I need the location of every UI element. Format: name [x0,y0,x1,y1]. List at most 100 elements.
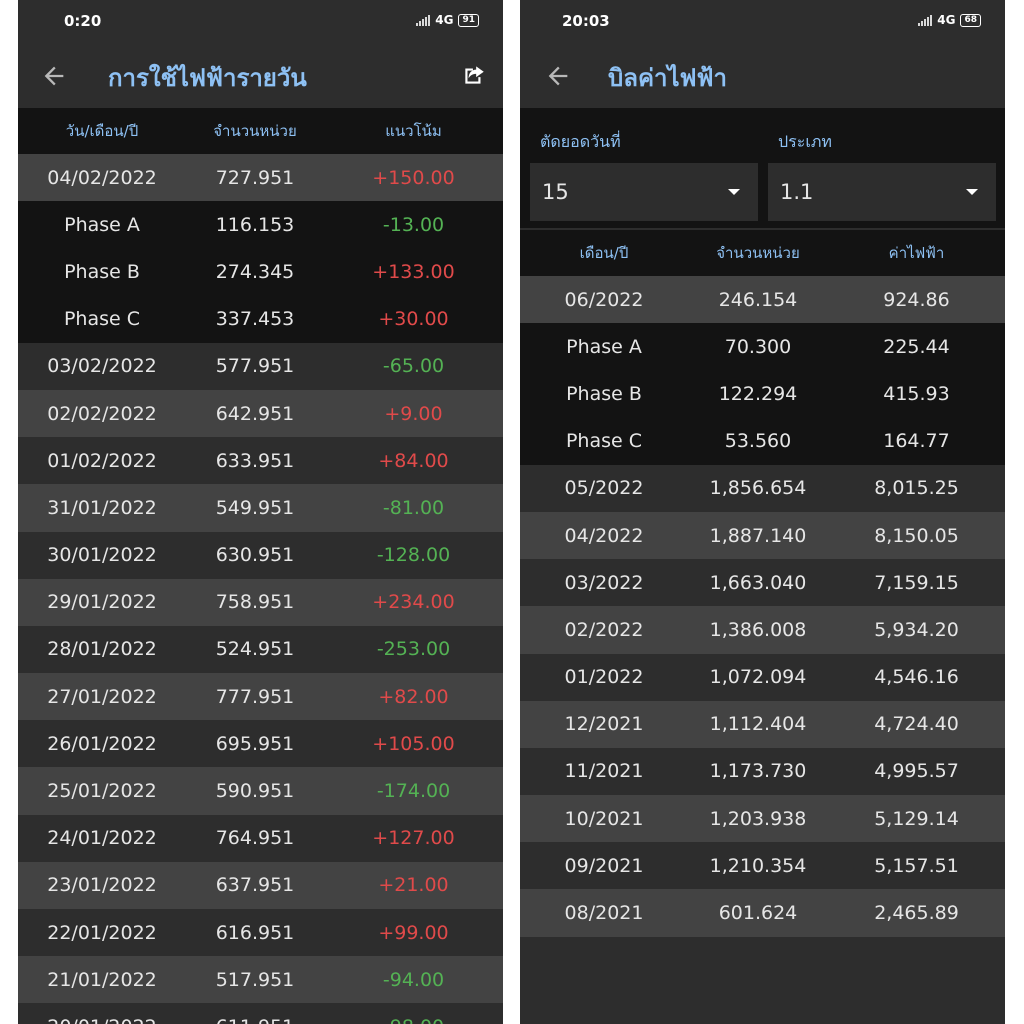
row-units: 633.951 [215,449,295,472]
table-body: 04/02/2022 727.951 +150.00 Phase A 116.153 -1… [18,154,503,1024]
row-units: 246.154 [718,288,798,311]
type-select[interactable]: 1.1 [768,163,996,221]
daily-usage-table: วัน/เดือน/ปี จำนวนหน่วย แนวโน้ม 04/02/20… [18,108,503,1024]
table-header: วัน/เดือน/ปี จำนวนหน่วย แนวโน้ม [18,108,503,154]
back-arrow-icon[interactable] [40,62,68,90]
row-label: 27/01/2022 [47,685,157,708]
row-trend: -65.00 [382,355,445,378]
row-units: 601.624 [718,902,798,925]
table-row[interactable]: 11/2021 1,173.730 4,995.57 [520,747,1005,796]
row-units: 549.951 [215,496,295,519]
table-row[interactable]: 06/2022 246.154 924.86 [520,276,1005,324]
table-row[interactable]: 02/02/2022 642.951 +9.00 [18,389,503,438]
column-header-date: วัน/เดือน/ปี [65,122,139,140]
row-units: 524.951 [215,638,295,661]
column-header-trend: แนวโน้ม [385,122,442,140]
table-row[interactable]: 05/2022 1,856.654 8,015.25 [520,464,1005,512]
network-type: 4G [435,13,454,27]
table-row[interactable]: 30/01/2022 630.951 -128.00 [18,531,503,579]
row-units: 764.951 [215,827,295,850]
table-row[interactable]: 03/02/2022 577.951 -65.00 [18,342,503,390]
row-units: 1,203.938 [709,807,807,830]
phase-row[interactable]: Phase B 122.294 415.93 [520,370,1005,418]
table-row[interactable]: 21/01/2022 517.951 -94.00 [18,956,503,1004]
phase-row[interactable]: Phase A 116.153 -13.00 [18,201,503,249]
dropdown-caret-icon [966,189,978,195]
table-row[interactable]: 08/2021 601.624 2,465.89 [520,889,1005,937]
row-label: 02/2022 [564,618,644,641]
row-cost: 415.93 [883,382,950,405]
table-row[interactable]: 01/2022 1,072.094 4,546.16 [520,653,1005,701]
row-units: 611.951 [186,1016,324,1024]
table-row[interactable]: 28/01/2022 524.951 -253.00 [18,625,503,674]
row-units: 630.951 [215,544,295,567]
table-row[interactable]: 31/01/2022 549.951 -81.00 [18,484,503,532]
column-header-month: เดือน/ปี [579,244,629,262]
table-row[interactable]: 22/01/2022 616.951 +99.00 [18,909,503,957]
share-icon[interactable] [461,62,487,88]
cutoff-day-select[interactable]: 15 [530,163,758,221]
row-label: 23/01/2022 [47,874,157,897]
table-row[interactable]: 25/01/2022 590.951 -174.00 [18,767,503,815]
type-value: 1.1 [780,180,814,204]
row-label: 01/2022 [564,666,644,689]
table-row[interactable]: 29/01/2022 758.951 +234.00 [18,578,503,626]
table-row[interactable]: 20/01/2022611.951-98.00 [18,1003,503,1024]
table-row[interactable]: 04/02/2022 727.951 +150.00 [18,154,503,202]
type-label: ประเภท [778,132,832,151]
filter-panel: ตัดยอดวันที่ ประเภท 15 1.1 [520,108,1005,228]
row-trend: +127.00 [372,827,455,850]
row-label: Phase C [565,430,643,453]
row-units: 70.300 [724,335,792,358]
row-trend: -98.00 [324,1016,503,1024]
row-trend: -253.00 [376,638,451,661]
table-row[interactable]: 26/01/2022 695.951 +105.00 [18,720,503,768]
phase-row[interactable]: Phase C 337.453 +30.00 [18,295,503,343]
row-label: 04/02/2022 [47,166,157,189]
row-units: 116.153 [215,213,295,236]
row-trend: +21.00 [378,874,449,897]
bill-table: เดือน/ปี จำนวนหน่วย ค่าไฟฟ้า 06/2022 246.… [520,230,1005,937]
row-units: 777.951 [215,685,295,708]
page-title: การใช้ไฟฟ้ารายวัน [108,64,307,92]
row-trend: -128.00 [376,544,451,567]
row-units: 616.951 [215,921,295,944]
row-trend: +84.00 [378,449,449,472]
signal-icon [416,14,431,26]
table-row[interactable]: 02/2022 1,386.008 5,934.20 [520,606,1005,654]
row-trend: +30.00 [378,308,449,331]
table-row[interactable]: 09/2021 1,210.354 5,157.51 [520,842,1005,890]
row-cost: 8,015.25 [874,477,959,500]
table-row[interactable]: 24/01/2022 764.951 +127.00 [18,814,503,862]
table-header: เดือน/ปี จำนวนหน่วย ค่าไฟฟ้า [520,230,1005,276]
row-cost: 164.77 [883,430,950,453]
table-row[interactable]: 03/2022 1,663.040 7,159.15 [520,559,1005,607]
back-arrow-icon[interactable] [544,62,572,90]
row-cost: 4,724.40 [874,713,959,736]
row-units: 1,072.094 [709,666,807,689]
page-title: บิลค่าไฟฟ้า [608,64,728,92]
table-row[interactable]: 27/01/2022 777.951 +82.00 [18,673,503,721]
table-row[interactable]: 23/01/2022 637.951 +21.00 [18,861,503,909]
phase-row[interactable]: Phase B 274.345 +133.00 [18,248,503,296]
phase-row[interactable]: Phase A 70.300 225.44 [520,323,1005,371]
row-label: 31/01/2022 [47,496,157,519]
table-row[interactable]: 12/2021 1,112.404 4,724.40 [520,700,1005,748]
table-row[interactable]: 01/02/2022 633.951 +84.00 [18,437,503,485]
row-label: 05/2022 [564,477,644,500]
column-header-cost: ค่าไฟฟ้า [888,244,945,262]
row-label: 20/01/2022 [18,1016,186,1024]
phase-row[interactable]: Phase C 53.560 164.77 [520,417,1005,465]
row-trend: +133.00 [372,260,455,283]
row-label: Phase A [566,335,642,358]
row-label: 11/2021 [564,760,644,783]
row-label: 25/01/2022 [47,780,157,803]
table-row[interactable]: 10/2021 1,203.938 5,129.14 [520,795,1005,843]
row-label: Phase A [64,213,140,236]
row-label: Phase C [63,308,141,331]
row-units: 590.951 [215,780,295,803]
row-cost: 5,157.51 [874,854,959,877]
row-label: 04/2022 [564,524,644,547]
table-row[interactable]: 04/2022 1,887.140 8,150.05 [520,511,1005,560]
row-label: 28/01/2022 [47,638,157,661]
